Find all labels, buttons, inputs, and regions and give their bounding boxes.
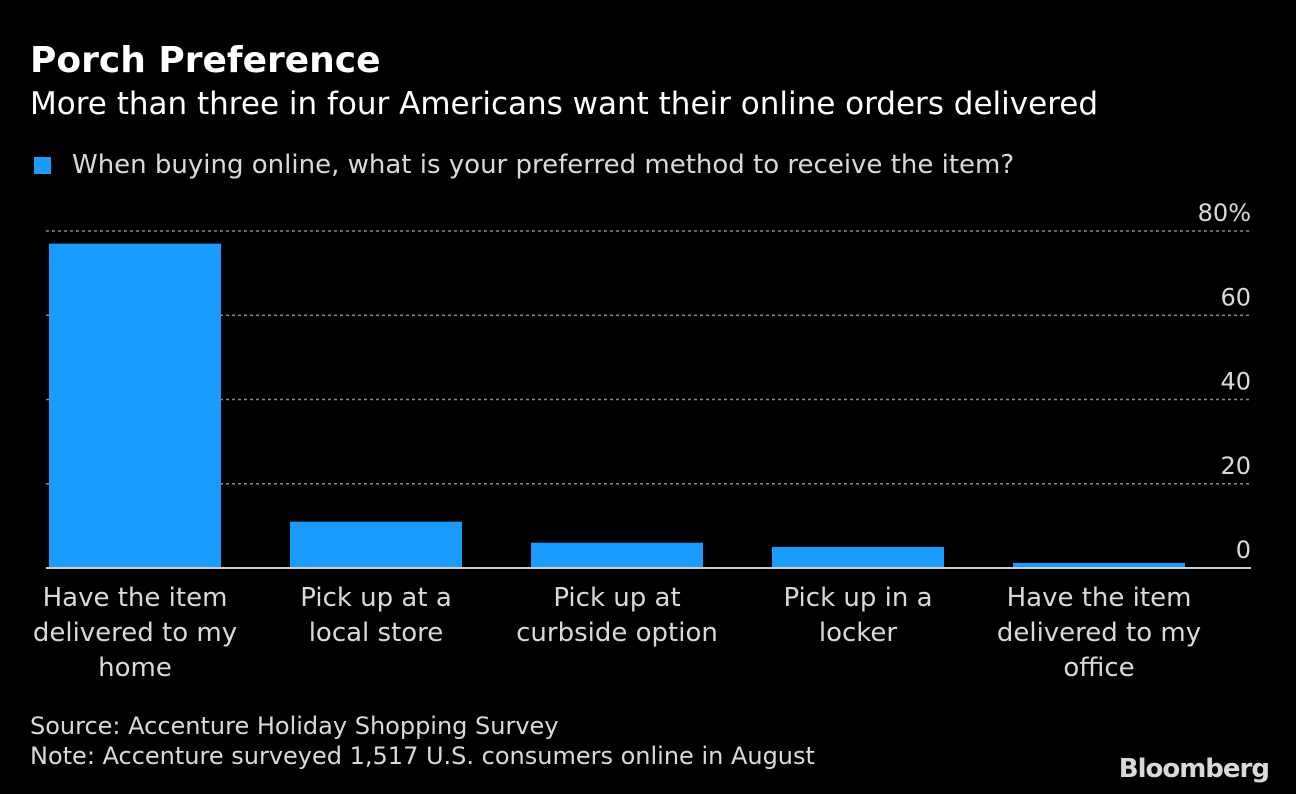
category-label-2: Pick up at a local store <box>300 583 452 648</box>
legend-label: When buying online, what is your preferr… <box>72 150 1015 180</box>
category-label-line: home <box>98 653 172 683</box>
y-tick-label-60: 60 <box>1220 283 1251 311</box>
category-label-line: delivered to my <box>33 618 237 648</box>
category-label-line: office <box>1063 653 1134 683</box>
survey-note: Note: Accenture surveyed 1,517 U.S. cons… <box>30 742 815 770</box>
category-label-line: Have the item <box>1007 583 1192 613</box>
category-label-line: curbside option <box>516 618 718 648</box>
category-label-line: Have the item <box>43 583 228 613</box>
source-note: Source: Accenture Holiday Shopping Surve… <box>30 712 559 740</box>
category-label-line: Pick up in a <box>783 583 932 613</box>
category-label-line: Pick up at a <box>300 583 452 613</box>
legend-swatch <box>34 156 51 174</box>
bar-5 <box>1013 562 1185 568</box>
category-label-3: Pick up at curbside option <box>516 583 718 648</box>
bar-1 <box>49 243 221 568</box>
category-label-5: Have the item delivered to my office <box>997 583 1201 683</box>
bar-2 <box>290 521 462 568</box>
legend: When buying online, what is your preferr… <box>34 150 1014 180</box>
bloomberg-logo: Bloomberg <box>1118 754 1270 784</box>
bar-3 <box>531 542 703 568</box>
chart-title: Porch Preference <box>30 40 381 81</box>
y-tick-label-20: 20 <box>1220 452 1251 480</box>
y-tick-label-0: 0 <box>1236 536 1251 564</box>
category-label-line: local store <box>309 618 444 648</box>
category-label-line: Pick up at <box>553 583 680 613</box>
chart-subtitle: More than three in four Americans want t… <box>30 86 1099 122</box>
category-label-1: Have the item delivered to my home <box>33 583 237 683</box>
y-tick-label-40: 40 <box>1220 368 1251 396</box>
category-label-line: locker <box>819 618 898 648</box>
category-label-4: Pick up in a locker <box>783 583 932 648</box>
y-tick-label-80: 80% <box>1198 199 1251 227</box>
bar-4 <box>772 546 944 568</box>
category-label-line: delivered to my <box>997 618 1201 648</box>
